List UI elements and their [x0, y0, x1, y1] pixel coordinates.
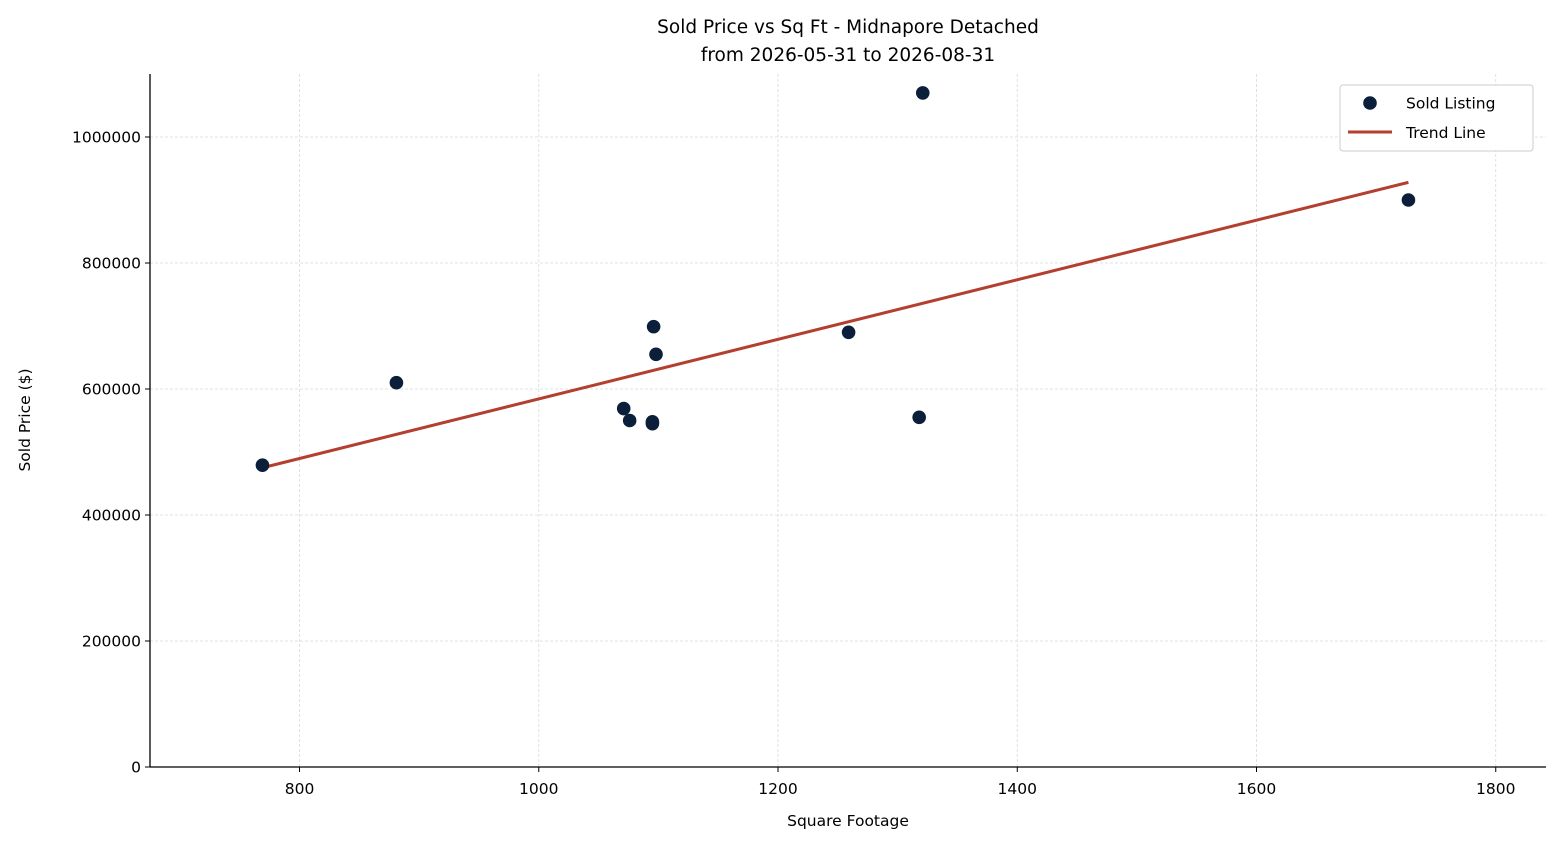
data-point	[1401, 193, 1416, 207]
trend-line	[262, 180, 1409, 470]
data-point	[912, 410, 926, 425]
x-tick-label: 1400	[998, 780, 1037, 798]
y-axis-label: Sold Price ($)	[16, 368, 34, 471]
data-point	[649, 347, 663, 362]
y-axis-ticks: 0 200000 400000 600000 800000 1000000	[72, 129, 150, 777]
y-tick-label: 1000000	[72, 129, 141, 147]
x-tick-label: 1600	[1237, 780, 1276, 798]
y-tick-label: 800000	[82, 255, 141, 273]
x-tick-label: 1000	[519, 780, 558, 798]
data-point	[255, 458, 270, 473]
data-point	[622, 413, 637, 428]
legend-box	[1339, 84, 1534, 152]
data-point	[841, 325, 856, 340]
trend-line-group	[262, 180, 1409, 470]
data-points	[255, 86, 1416, 473]
data-point	[389, 375, 404, 390]
data-point	[915, 86, 930, 100]
x-axis-ticks: 800 1000 1200 1400 1600 1800	[285, 767, 1515, 798]
axes	[149, 74, 1546, 768]
x-tick-label: 1800	[1476, 780, 1515, 798]
x-axis-label: Square Footage	[787, 812, 909, 830]
data-point	[646, 319, 661, 334]
y-tick-label: 0	[131, 759, 141, 777]
data-point	[645, 414, 660, 429]
y-tick-label: 200000	[82, 633, 141, 651]
chart-subtitle: from 2026-05-31 to 2026-08-31	[701, 45, 995, 66]
legend: Sold Listing Trend Line	[1339, 84, 1534, 152]
y-tick-label: 600000	[82, 381, 141, 399]
legend-label-trend-line: Trend Line	[1405, 124, 1486, 142]
data-point	[616, 401, 631, 416]
x-tick-label: 1200	[758, 780, 797, 798]
grid-lines	[150, 74, 1546, 768]
y-tick-label: 400000	[82, 507, 141, 525]
legend-marker-sold-listing	[1363, 96, 1377, 110]
chart-title: Sold Price vs Sq Ft - Midnapore Detached	[657, 17, 1039, 38]
legend-label-sold-listing: Sold Listing	[1406, 95, 1495, 113]
x-tick-label: 800	[285, 780, 315, 798]
